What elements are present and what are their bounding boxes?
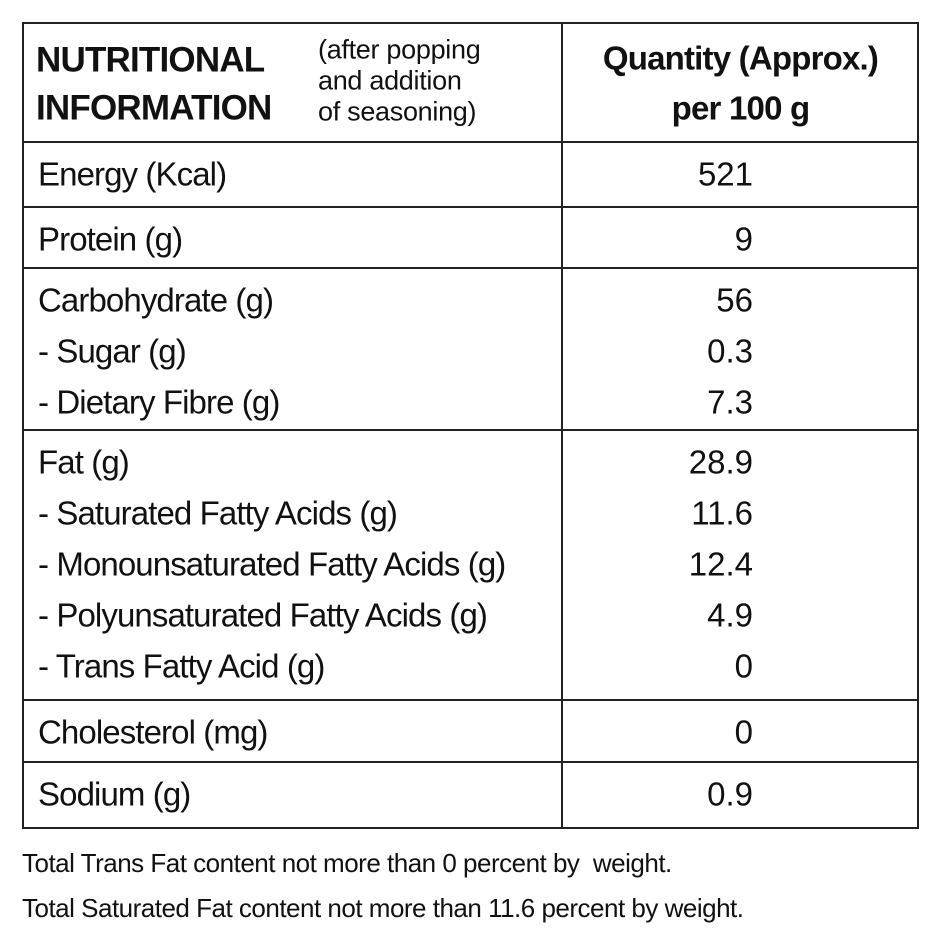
row-value: 28.9 — [688, 443, 753, 481]
row-label: - Sugar (g) — [38, 332, 187, 370]
column-divider — [561, 22, 563, 829]
row-label: Energy (Kcal) — [38, 155, 227, 193]
row-divider — [22, 267, 919, 269]
row-value: 0.9 — [707, 775, 753, 813]
row-divider — [22, 761, 919, 763]
row-divider — [22, 429, 919, 431]
row-label: - Dietary Fibre (g) — [38, 383, 280, 421]
row-label: Sodium (g) — [38, 775, 191, 813]
header-title: NUTRITIONAL — [36, 40, 265, 80]
row-label: Carbohydrate (g) — [38, 281, 274, 319]
row-label: Fat (g) — [38, 443, 130, 481]
row-divider — [22, 141, 919, 143]
row-value: 4.9 — [707, 596, 753, 634]
row-value: 0.3 — [707, 332, 753, 370]
row-label: - Saturated Fatty Acids (g) — [38, 494, 398, 532]
header-quantity: per 100 g — [671, 89, 811, 127]
row-label: Protein (g) — [38, 220, 183, 258]
footnote: Total Trans Fat content not more than 0 … — [22, 848, 672, 878]
header-note: of seasoning) — [318, 96, 477, 127]
row-value: 0 — [734, 647, 753, 685]
row-label: - Polyunsaturated Fatty Acids (g) — [38, 596, 488, 634]
row-label: Cholesterol (mg) — [38, 713, 268, 751]
table-border — [22, 22, 919, 829]
header-title: INFORMATION — [36, 88, 272, 128]
row-value: 521 — [697, 155, 753, 193]
header-note: (after popping — [318, 34, 481, 65]
row-value: 11.6 — [691, 494, 753, 532]
row-value: 0 — [734, 713, 753, 751]
footnote: Total Saturated Fat content not more tha… — [22, 893, 744, 923]
row-value: 7.3 — [707, 383, 753, 421]
header-quantity: Quantity (Approx.) — [602, 39, 879, 77]
row-label: - Monounsaturated Fatty Acids (g) — [38, 545, 506, 583]
row-label: - Trans Fatty Acid (g) — [38, 647, 325, 685]
row-value: 12.4 — [688, 545, 753, 583]
row-divider — [22, 206, 919, 208]
row-value: 56 — [716, 281, 753, 319]
header-note: and addition — [318, 65, 462, 96]
row-value: 9 — [734, 220, 753, 258]
row-divider — [22, 699, 919, 701]
